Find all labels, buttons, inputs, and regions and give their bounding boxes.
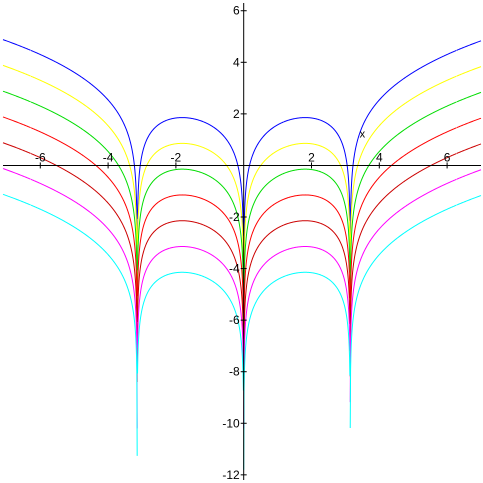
y-tick-label: -2: [229, 210, 240, 224]
series-line: [2, 168, 482, 429]
y-ticks: 6 4 2 -2 -4 -6 -8 -10 -12: [222, 4, 247, 482]
y-tick-label: -6: [229, 313, 240, 327]
series-line: [2, 193, 482, 470]
series-line: [2, 116, 482, 352]
series-line: [2, 142, 482, 383]
x-ticks: -6 -4 -2 2 4 6: [35, 150, 451, 169]
series-line: [2, 64, 482, 303]
y-tick-label: -10: [222, 416, 240, 430]
series-line: [2, 39, 482, 290]
x-tick-label: 6: [444, 150, 451, 164]
x-tick-label: -6: [35, 150, 46, 164]
x-tick-label: 2: [308, 150, 315, 164]
x-tick-label: 4: [376, 150, 383, 164]
y-tick-label: -12: [222, 468, 240, 482]
y-tick-label: 4: [233, 55, 240, 69]
series-line: [2, 90, 482, 321]
y-tick-label: -4: [229, 262, 240, 276]
y-tick-label: 2: [233, 107, 240, 121]
x-tick-label: -2: [171, 150, 182, 164]
y-tick-label: -8: [229, 365, 240, 379]
x-tick-label: -4: [103, 150, 114, 164]
y-tick-label: 6: [233, 4, 240, 18]
plot-area: [2, 39, 482, 470]
x-axis-label: x: [360, 128, 366, 140]
